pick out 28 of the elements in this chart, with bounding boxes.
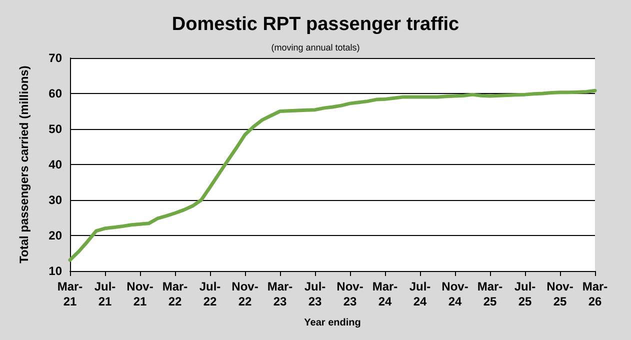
y-axis-title: Total passengers carried (millions) [17,66,31,264]
x-tick-label: Jul-21 [94,280,116,308]
chart-subtitle: (moving annual totals) [271,42,360,52]
x-tick-label: Mar-26 [582,280,608,308]
x-axis-title: Year ending [304,318,361,328]
chart-title: Domestic RPT passenger traffic [172,14,460,35]
x-tick-label: Jul-24 [409,280,431,308]
y-tick-label: 10 [48,264,62,278]
x-tick-label: Nov-23 [336,280,364,308]
x-tick-label: Nov-24 [442,280,468,308]
y-tick-label: 30 [48,193,62,207]
x-tick-label: Mar-21 [57,280,83,308]
x-tick-label: Jul-25 [514,280,536,308]
y-tick-label: 60 [48,86,62,100]
y-tick-label: 20 [48,228,62,242]
y-tick-label: 50 [48,122,62,136]
x-tick-label: Nov-21 [126,280,154,308]
x-tick-label: Mar-25 [477,280,503,308]
x-tick-label: Mar-24 [372,280,398,308]
y-tick-label: 40 [48,158,62,172]
x-tick-label: Nov-22 [232,280,258,308]
line-series [68,88,597,262]
x-tick-label: Jul-23 [304,280,326,308]
x-tick-label: Jul-22 [199,280,221,308]
y-tick-label: 70 [48,51,62,65]
x-tick-label: Mar-23 [267,280,293,308]
x-tick-label: Mar-22 [162,280,188,308]
x-tick-label: Nov-25 [546,280,574,308]
